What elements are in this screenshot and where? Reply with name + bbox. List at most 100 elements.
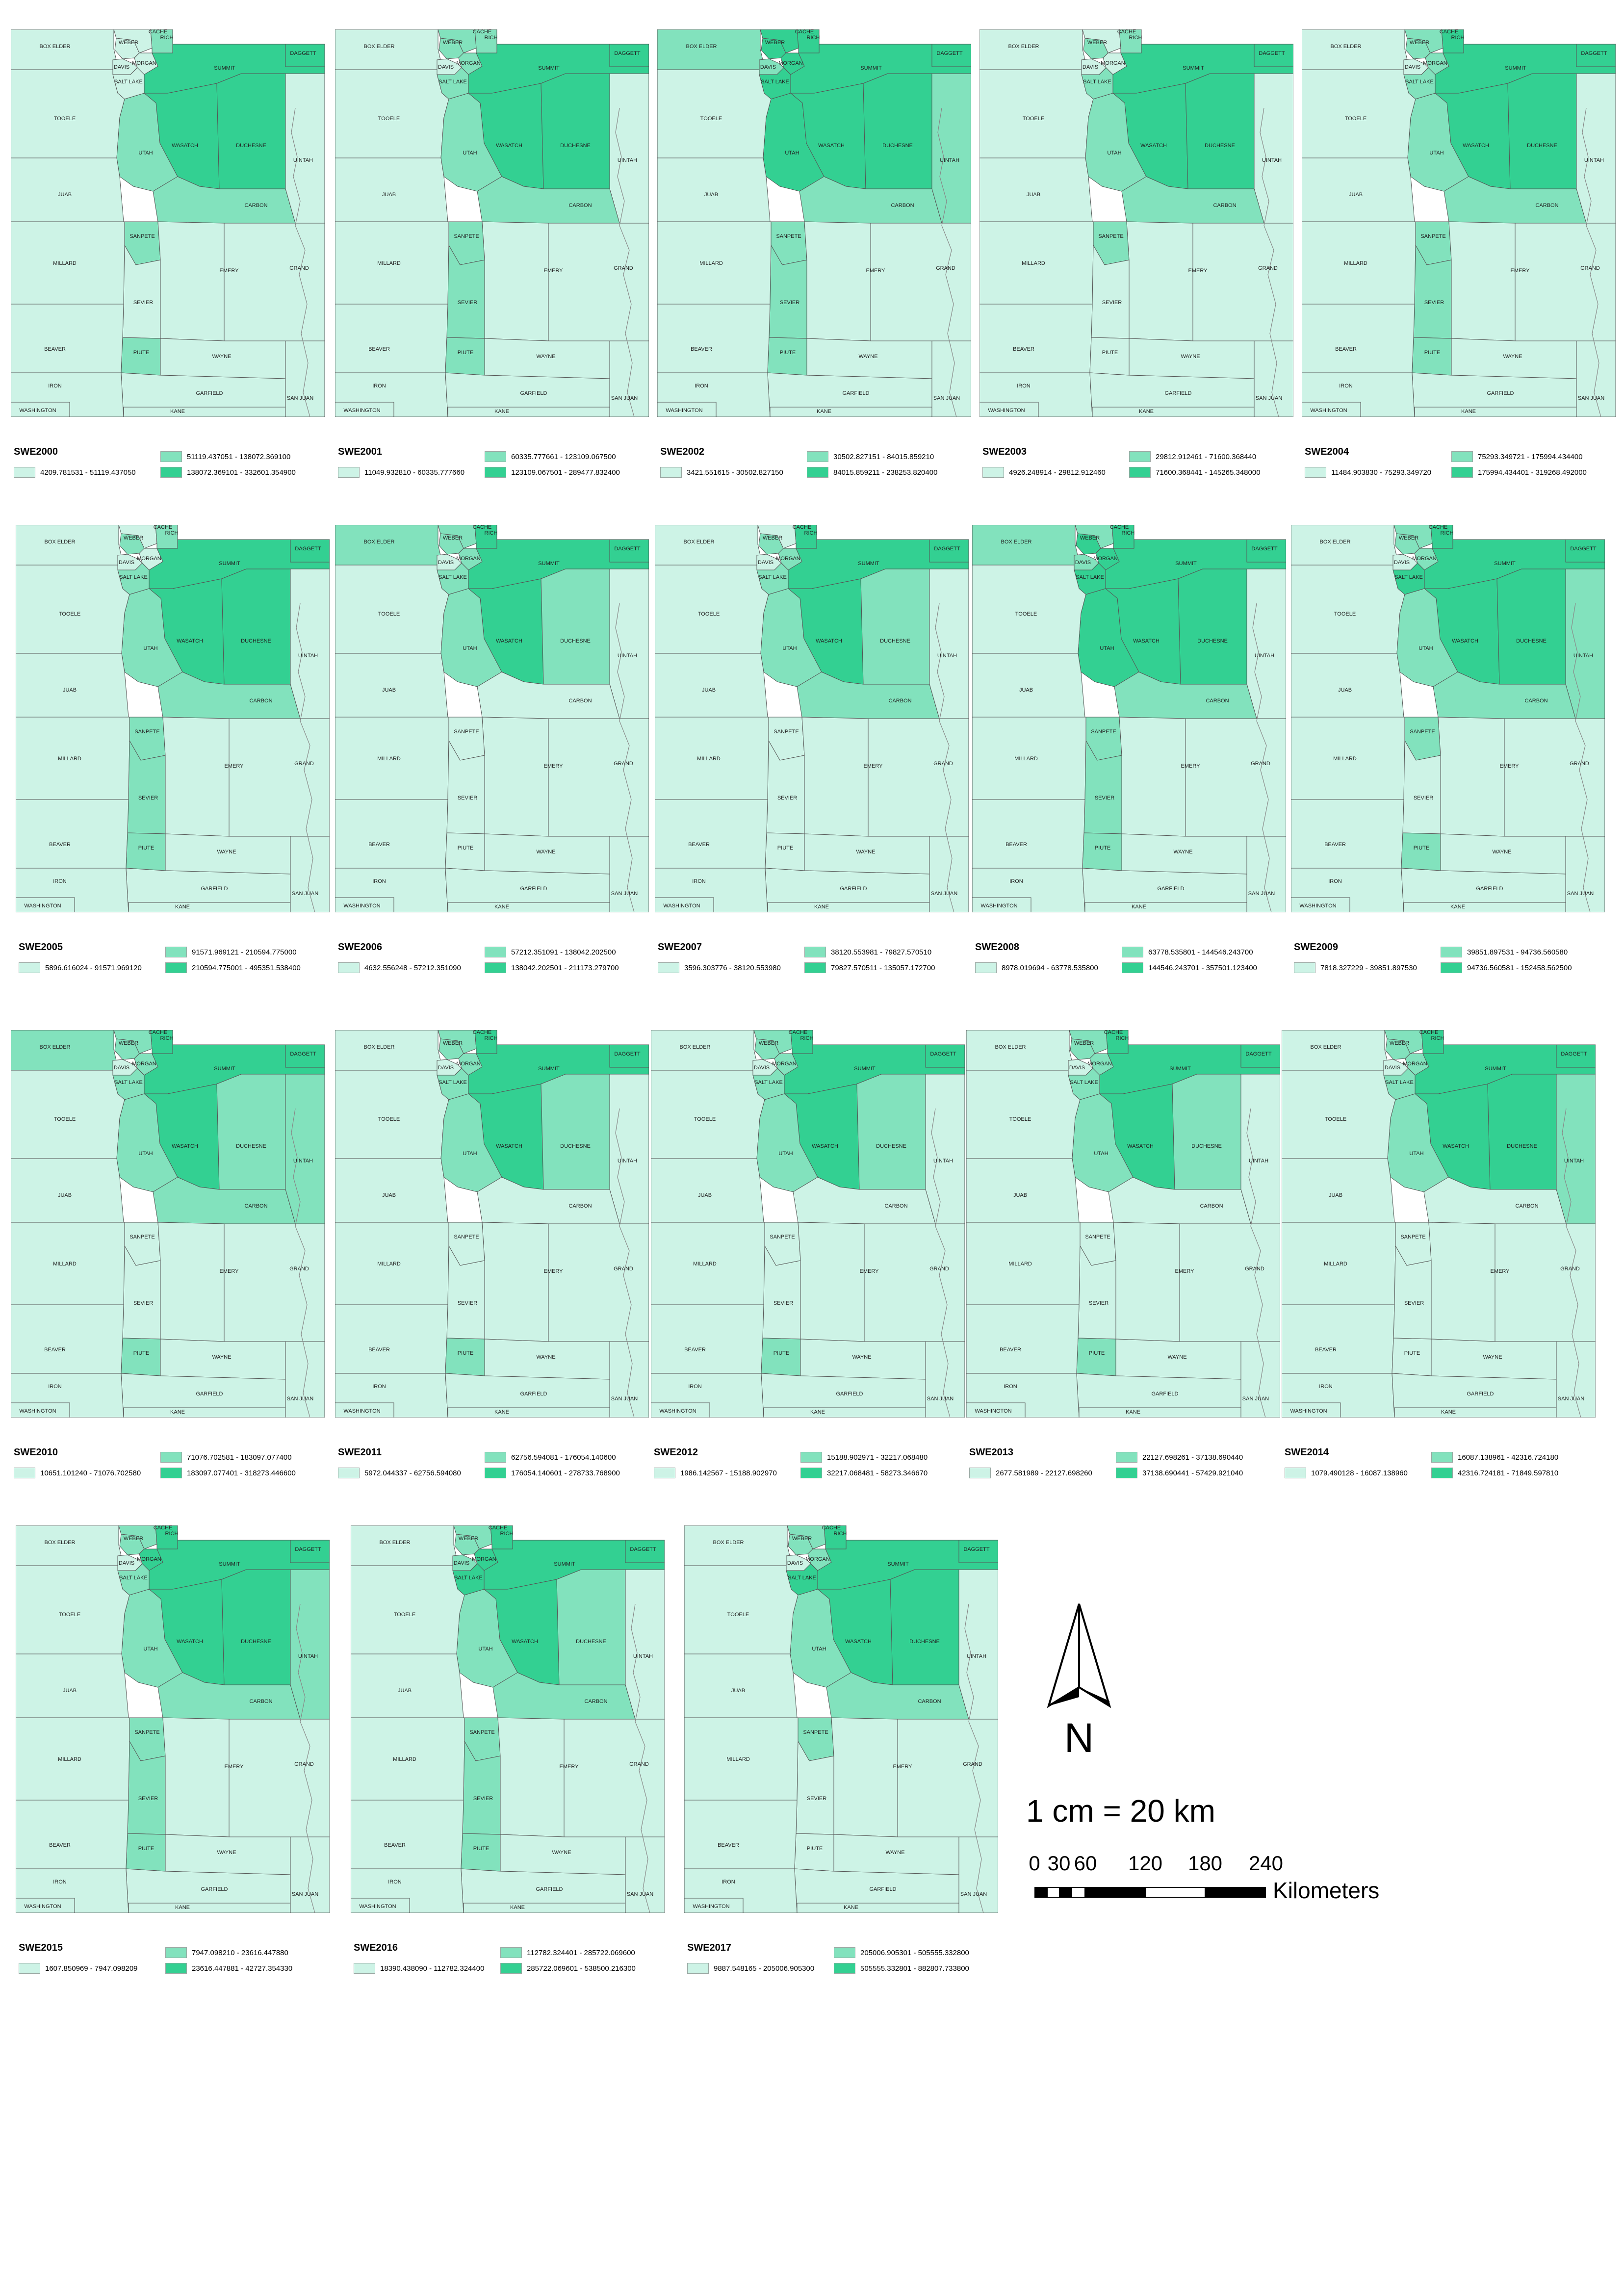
county-label-duchesne: DUCHESNE	[236, 1143, 266, 1149]
county-emery	[798, 1222, 865, 1342]
county-juab	[335, 653, 448, 718]
county-label-summit: SUMMIT	[538, 561, 560, 567]
county-label-box-elder: BOX ELDER	[713, 1540, 744, 1546]
county-label-wasatch: WASATCH	[177, 1639, 203, 1645]
county-label-washington: WASHINGTON	[663, 903, 700, 909]
county-piute	[445, 337, 485, 376]
county-label-iron: IRON	[1004, 1384, 1017, 1390]
legend-item-1: 11484.903830 - 75293.349720	[1305, 466, 1431, 479]
county-label-beaver: BEAVER	[684, 1347, 706, 1353]
legend-label: 3421.551615 - 30502.827150	[687, 468, 783, 477]
county-label-utah: UTAH	[785, 150, 799, 156]
legend: SWE2008 8978.019694 - 63778.535800 63778.5…	[972, 942, 1306, 996]
county-tooele	[335, 69, 449, 158]
legend-title: SWE2002	[660, 446, 705, 457]
county-label-beaver: BEAVER	[691, 346, 712, 352]
legend-item-3: 183097.077401 - 318273.446600	[160, 1467, 296, 1479]
county-label-juab: JUAB	[58, 192, 72, 198]
county-label-utah: UTAH	[778, 1151, 793, 1157]
county-daggett	[1556, 1044, 1596, 1068]
county-label-davis: DAVIS	[754, 1065, 770, 1071]
river-line	[1252, 603, 1272, 912]
county-label-piute: PIUTE	[777, 845, 793, 851]
county-label-summit: SUMMIT	[887, 1561, 909, 1567]
county-piute	[1392, 1338, 1432, 1376]
county-label-davis: DAVIS	[119, 560, 134, 566]
county-uintah	[929, 568, 969, 719]
county-map: BOX ELDER CACHE RICH WEBER MORGAN DAVIS SALT L…	[972, 525, 1286, 912]
legend-swatch	[658, 962, 679, 973]
county-daggett	[1240, 1044, 1280, 1068]
county-label-rich: RICH	[1441, 530, 1454, 536]
county-label-morgan: MORGAN	[778, 60, 803, 66]
county-label-daggett: DAGGETT	[290, 1051, 316, 1057]
county-box-elder	[966, 1030, 1072, 1071]
county-label-sanpete: SANPETE	[1098, 233, 1123, 239]
county-label-box-elder: BOX ELDER	[1320, 539, 1351, 545]
county-label-sanpete: SANPETE	[134, 1729, 159, 1735]
legend-swatch	[14, 467, 35, 478]
county-label-juab: JUAB	[1013, 1192, 1027, 1198]
county-label-cache: CACHE	[1110, 525, 1129, 530]
county-emery	[1448, 221, 1516, 341]
legend-label: 38120.553981 - 79827.570510	[831, 948, 932, 956]
county-label-wayne: WAYNE	[212, 354, 231, 360]
county-label-wasatch: WASATCH	[512, 1639, 538, 1645]
county-label-rich: RICH	[500, 1531, 514, 1537]
county-kane	[128, 902, 291, 912]
legend-item-3: 505555.332801 - 882807.733800	[834, 1962, 969, 1975]
county-label-summit: SUMMIT	[1169, 1066, 1191, 1072]
county-label-grand: GRAND	[614, 761, 633, 767]
river-line	[1582, 107, 1601, 417]
legend-item-2: 60335.777661 - 123109.067500	[485, 450, 616, 463]
county-label-san-juan: SAN JUAN	[927, 1396, 954, 1402]
county-label-millard: MILLARD	[693, 1261, 717, 1267]
county-label-salt-lake: SALT LAKE	[1070, 1080, 1098, 1085]
county-label-juab: JUAB	[382, 687, 396, 693]
legend-swatch	[982, 467, 1004, 478]
county-label-box-elder: BOX ELDER	[380, 1540, 411, 1546]
legend-label: 5896.616024 - 91571.969120	[45, 963, 142, 972]
county-label-cache: CACHE	[1104, 1030, 1123, 1035]
county-label-sevier: SEVIER	[138, 795, 158, 801]
county-label-weber: WEBER	[765, 40, 785, 46]
county-tooele	[16, 565, 130, 654]
county-daggett	[929, 539, 969, 563]
county-label-beaver: BEAVER	[1315, 1347, 1337, 1353]
north-arrow-icon: N	[1047, 1603, 1111, 1761]
river-line	[931, 1108, 951, 1418]
county-label-daggett: DAGGETT	[630, 1547, 656, 1552]
county-label-wasatch: WASATCH	[1140, 143, 1167, 149]
legend-swatch	[807, 451, 828, 462]
county-label-washington: WASHINGTON	[988, 408, 1025, 413]
county-label-duchesne: DUCHESNE	[882, 143, 913, 149]
county-label-duchesne: DUCHESNE	[1205, 143, 1235, 149]
legend-swatch	[800, 1452, 822, 1463]
county-label-juab: JUAB	[731, 1688, 745, 1694]
legend: SWE2003 4926.248914 - 29812.912460 29812.9…	[980, 446, 1313, 500]
county-label-summit: SUMMIT	[538, 65, 560, 71]
legend-item-1: 5896.616024 - 91571.969120	[19, 961, 142, 974]
county-emery	[497, 1717, 565, 1837]
county-label-sanpete: SANPETE	[776, 233, 801, 239]
legend-label: 75293.349721 - 175994.434400	[1478, 452, 1583, 461]
county-label-grand: GRAND	[294, 761, 314, 767]
county-label-emery: EMERY	[544, 763, 564, 769]
county-label-washington: WASHINGTON	[1299, 903, 1336, 909]
county-juab	[335, 1158, 448, 1223]
county-label-san-juan: SAN JUAN	[287, 395, 313, 401]
legend-swatch	[14, 1468, 35, 1478]
legend-title: SWE2017	[687, 1942, 732, 1953]
county-label-wasatch: WASATCH	[1443, 1143, 1469, 1149]
county-label-iron: IRON	[372, 878, 386, 884]
county-label-davis: DAVIS	[119, 1560, 134, 1566]
county-label-box-elder: BOX ELDER	[40, 1044, 71, 1050]
county-uintah	[1254, 73, 1293, 224]
county-label-washington: WASHINGTON	[693, 1904, 729, 1909]
county-map: BOX ELDER CACHE RICH WEBER MORGAN DAVIS SALT L…	[684, 1525, 998, 1913]
legend: SWE2014 1079.490128 - 16087.138960 16087.1…	[1282, 1447, 1615, 1501]
county-juab	[972, 653, 1085, 718]
